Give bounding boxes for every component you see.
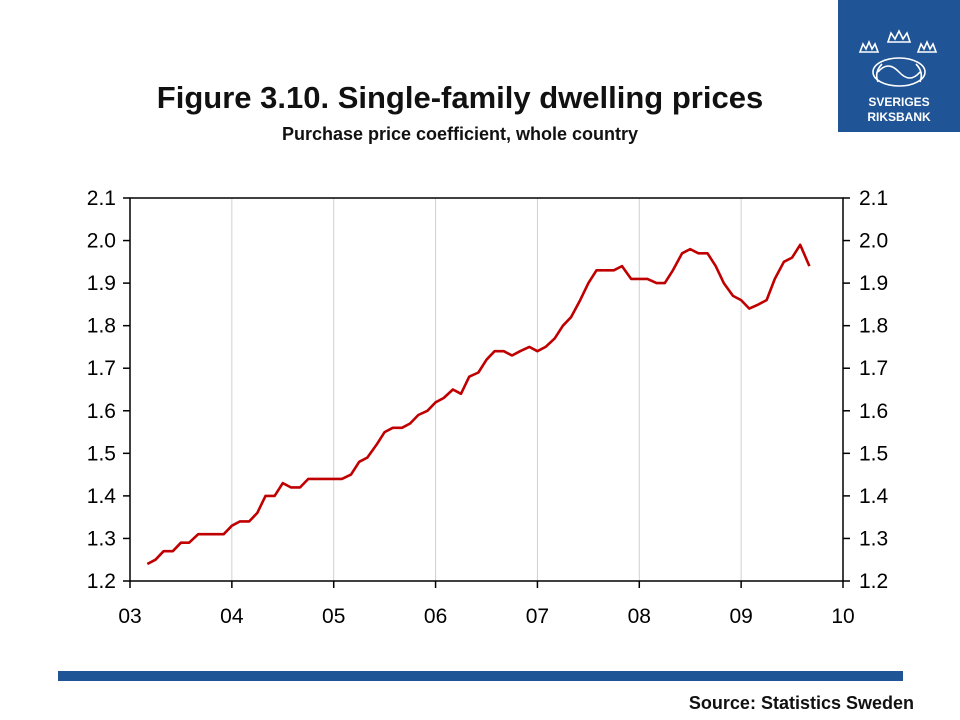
axis-labels: 03 04 05 06 07 08 09 101.2 1.21.3 1.31.4 1.41.5 1.5…	[87, 187, 889, 628]
y-tick-label-right: 1.3	[859, 527, 888, 550]
chart-title: Figure 3.10. Single-family dwelling pric…	[156, 80, 764, 115]
bottom-bar	[58, 671, 903, 681]
y-tick-label-left: 1.5	[87, 442, 116, 465]
y-tick-label-right: 1.6	[859, 400, 888, 423]
seal-lions-icon	[875, 63, 923, 83]
x-tick-label: 10	[831, 605, 854, 628]
seal-ring-icon	[872, 57, 926, 87]
crown-center-icon	[886, 29, 912, 43]
source-note: Source: Statistics Sweden	[688, 693, 914, 713]
y-tick-label-left: 1.4	[87, 485, 117, 508]
y-tick-label-left: 1.9	[87, 272, 116, 295]
y-tick-label-left: 1.8	[87, 315, 116, 338]
seal-wave-icon	[877, 65, 921, 79]
y-tick-label-left: 1.7	[87, 357, 116, 380]
riksbank-crown-seal-icon: SVERIGES RIKSBANK	[838, 0, 960, 132]
x-tick-label: 08	[628, 605, 651, 628]
y-tick-label-right: 1.2	[859, 570, 888, 593]
x-tick-label: 05	[322, 605, 345, 628]
logo-line1: SVERIGES	[868, 95, 929, 109]
series-line	[146, 243, 811, 566]
logo-line2: RIKSBANK	[867, 110, 931, 124]
x-tick-label: 04	[220, 605, 244, 628]
x-tick-label: 09	[729, 605, 752, 628]
y-tick-label-right: 1.5	[859, 442, 888, 465]
y-tick-label-left: 2.0	[87, 230, 116, 253]
series-layer	[146, 243, 811, 566]
crown-left-icon	[858, 39, 880, 53]
crown-right-icon	[916, 39, 938, 53]
y-tick-label-right: 2.0	[859, 230, 888, 253]
y-tick-label-right: 1.9	[859, 272, 888, 295]
riksbank-logo: SVERIGES RIKSBANK	[838, 0, 960, 132]
y-tick-label-left: 2.1	[87, 187, 116, 210]
x-tick-label: 03	[118, 605, 141, 628]
x-tick-label: 06	[424, 605, 447, 628]
plot-frame	[129, 197, 844, 582]
logo-background	[838, 0, 960, 132]
y-tick-label-right: 1.8	[859, 315, 888, 338]
y-tick-label-right: 1.4	[859, 485, 889, 508]
y-tick-label-right: 1.7	[859, 357, 888, 380]
axis-ticks	[123, 197, 850, 588]
grid-lines	[231, 198, 742, 581]
y-tick-label-right: 2.1	[859, 187, 888, 210]
x-tick-label: 07	[526, 605, 549, 628]
y-tick-label-left: 1.6	[87, 400, 116, 423]
y-tick-label-left: 1.3	[87, 527, 116, 550]
chart-subtitle: Purchase price coefficient, whole countr…	[281, 124, 639, 144]
y-tick-label-left: 1.2	[87, 570, 116, 593]
